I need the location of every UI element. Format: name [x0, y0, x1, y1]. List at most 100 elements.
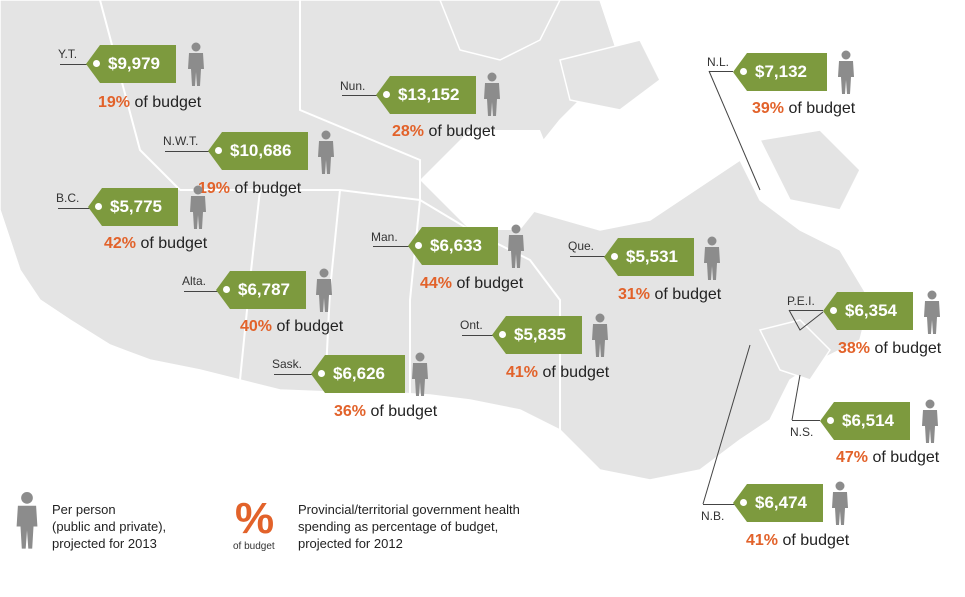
budget-share-nl: 39% of budget	[752, 100, 855, 118]
tag-hole-icon	[499, 331, 506, 338]
map-newfoundland	[758, 129, 861, 211]
person-icon	[924, 290, 940, 334]
budget-share-ns: 47% of budget	[836, 449, 939, 467]
budget-share-sask: 36% of budget	[334, 403, 437, 421]
map-hudson-bay	[420, 130, 560, 230]
price-tag-pei: $6,354	[823, 292, 913, 330]
budget-percent-ont: 41%	[506, 364, 539, 381]
tag-hole-icon	[415, 242, 422, 249]
region-abbr-que: Que.	[568, 239, 595, 253]
person-icon	[188, 42, 204, 86]
budget-suffix: of budget	[872, 449, 940, 466]
region-abbr-ns: N.S.	[790, 425, 814, 439]
amount-nwt: $10,686	[230, 141, 292, 160]
budget-suffix: of budget	[542, 364, 610, 381]
budget-percent-nun: 28%	[392, 123, 425, 140]
budget-percent-que: 31%	[618, 286, 651, 303]
amount-man: $6,633	[430, 236, 482, 255]
budget-suffix: of budget	[370, 403, 438, 420]
amount-nl: $7,132	[755, 62, 807, 81]
amount-ont: $5,835	[514, 325, 566, 344]
budget-suffix: of budget	[134, 94, 202, 111]
budget-share-ont: 41% of budget	[506, 364, 609, 382]
price-tag-nl: $7,132	[733, 53, 827, 91]
region-abbr-pei: P.E.I.	[787, 294, 815, 308]
amount-bc: $5,775	[110, 197, 162, 216]
legend-person-line1: Per person	[52, 502, 116, 517]
budget-percent-pei: 38%	[838, 340, 871, 357]
budget-percent-nl: 39%	[752, 100, 785, 117]
person-icon	[922, 399, 938, 443]
person-icon	[412, 352, 428, 396]
person-icon	[592, 313, 608, 357]
legend-percent-symbol: %	[235, 494, 275, 543]
budget-share-yt: 19% of budget	[98, 94, 201, 112]
tag-hole-icon	[740, 499, 747, 506]
budget-suffix: of budget	[782, 532, 850, 549]
amount-ns: $6,514	[842, 411, 894, 430]
map-arctic-island-2	[559, 39, 661, 111]
budget-share-alta: 40% of budget	[240, 318, 343, 336]
budget-share-nwt: 19% of budget	[198, 180, 301, 198]
region-abbr-nl: N.L.	[707, 55, 730, 69]
leader-line-nl	[709, 71, 733, 72]
person-icon	[316, 268, 332, 312]
tag-hole-icon	[740, 68, 747, 75]
legend-pct-line1: Provincial/territorial government health	[298, 502, 520, 517]
leader-line-nwt	[165, 151, 215, 152]
tag-hole-icon	[93, 60, 100, 67]
leader-line-alta	[184, 291, 218, 292]
budget-suffix: of budget	[276, 318, 344, 335]
amount-pei: $6,354	[845, 301, 897, 320]
leader-line-ns	[792, 420, 820, 421]
budget-percent-nwt: 19%	[198, 180, 231, 197]
legend-person-line3: projected for 2013	[52, 536, 157, 551]
person-icon	[190, 185, 206, 229]
region-abbr-alta: Alta.	[182, 274, 207, 288]
tag-hole-icon	[223, 286, 230, 293]
price-tag-alta: $6,787	[216, 271, 306, 309]
tag-hole-icon	[611, 253, 618, 260]
price-tag-nb: $6,474	[733, 484, 823, 522]
budget-share-nb: 41% of budget	[746, 532, 849, 550]
tag-hole-icon	[318, 370, 325, 377]
leader-line-ont	[462, 335, 494, 336]
region-abbr-man: Man.	[371, 230, 398, 244]
person-icon	[838, 50, 854, 94]
leader-line-yt	[60, 64, 90, 65]
tag-hole-icon	[95, 203, 102, 210]
budget-share-man: 44% of budget	[420, 275, 523, 293]
budget-share-bc: 42% of budget	[104, 235, 207, 253]
map-arctic-island-1	[439, 0, 561, 61]
price-tag-sask: $6,626	[311, 355, 405, 393]
budget-percent-alta: 40%	[240, 318, 273, 335]
person-icon	[508, 224, 524, 268]
budget-suffix: of budget	[874, 340, 942, 357]
price-tag-bc: $5,775	[88, 188, 178, 226]
tag-hole-icon	[215, 147, 222, 154]
amount-alta: $6,787	[238, 280, 290, 299]
legend-percent-text: Provincial/territorial government health…	[298, 501, 520, 552]
leader-line-sask	[274, 374, 312, 375]
leader-line-que	[570, 256, 606, 257]
budget-share-nun: 28% of budget	[392, 123, 495, 141]
tag-hole-icon	[830, 307, 837, 314]
amount-yt: $9,979	[108, 54, 160, 73]
budget-percent-ns: 47%	[836, 449, 869, 466]
person-icon	[832, 481, 848, 525]
leader-line-man	[373, 246, 409, 247]
price-tag-ns: $6,514	[820, 402, 910, 440]
amount-sask: $6,626	[333, 364, 385, 383]
budget-suffix: of budget	[428, 123, 496, 140]
budget-suffix: of budget	[140, 235, 208, 252]
region-abbr-ont: Ont.	[460, 318, 483, 332]
budget-share-que: 31% of budget	[618, 286, 721, 304]
legend-percent-caption: of budget	[233, 541, 275, 552]
price-tag-man: $6,633	[408, 227, 498, 265]
budget-percent-man: 44%	[420, 275, 453, 292]
legend-pct-line2: spending as percentage of budget,	[298, 519, 499, 534]
budget-percent-sask: 36%	[334, 403, 367, 420]
amount-nun: $13,152	[398, 85, 460, 104]
price-tag-nwt: $10,686	[208, 132, 308, 170]
amount-nb: $6,474	[755, 493, 807, 512]
